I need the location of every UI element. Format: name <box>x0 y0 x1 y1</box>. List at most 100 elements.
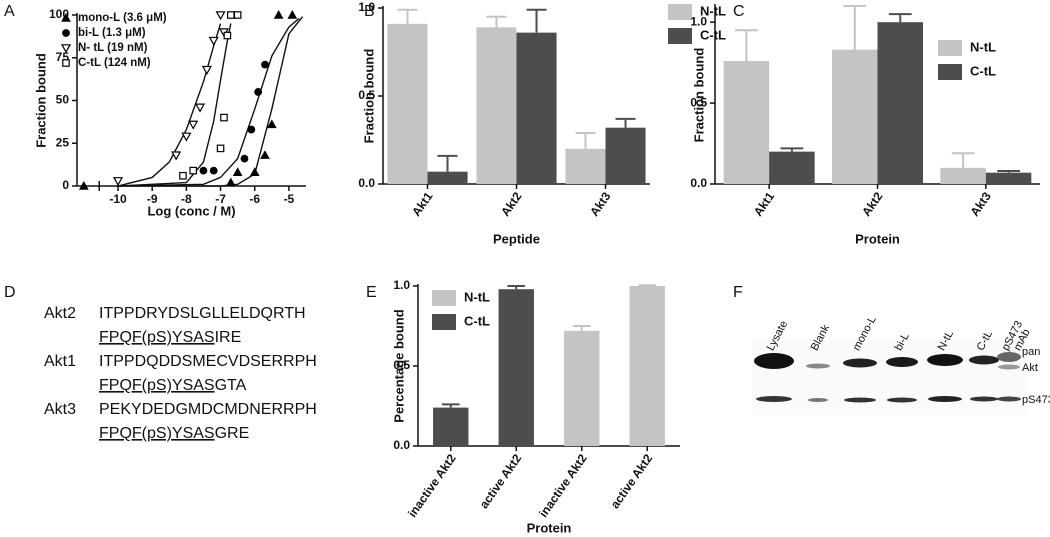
point <box>209 166 218 175</box>
point <box>179 171 187 180</box>
error-bar <box>486 15 507 28</box>
sequence-motif-line: FPQF(pS)YSASIRE <box>99 329 241 346</box>
blot-image <box>752 340 1027 415</box>
point <box>171 151 182 161</box>
x-tick-label: Akt3 <box>587 189 614 219</box>
bar <box>427 171 468 184</box>
point <box>188 120 199 130</box>
x-tick-label: -7 <box>215 192 226 206</box>
y-tick-label: 0.5 <box>393 358 410 372</box>
point <box>266 119 277 129</box>
x-tick-label: active Akt2 <box>608 451 656 511</box>
point <box>215 11 226 21</box>
point <box>112 177 124 187</box>
point <box>247 125 256 134</box>
sequence-motif-line: FPQF(pS)YSASGRE <box>99 425 249 442</box>
fit-curve <box>117 23 232 187</box>
point <box>195 103 206 113</box>
x-axis-label: Protein <box>527 520 572 535</box>
x-tick-label: inactive Akt2 <box>405 451 459 520</box>
row-label: pS473 <box>1022 394 1050 406</box>
point <box>261 60 269 69</box>
panel-letter: B <box>364 3 375 20</box>
legend-label: mono-L (3.6 μM) <box>78 12 167 24</box>
legend-label: C-tL <box>464 313 490 328</box>
x-axis-label: Protein <box>855 231 900 246</box>
legend-label: C-tL <box>700 27 726 42</box>
point <box>220 113 228 122</box>
x-tick-label: -8 <box>181 192 192 206</box>
panel-letter: F <box>733 284 743 301</box>
error-bar <box>441 403 460 408</box>
sequence-name: Akt3 <box>44 401 76 418</box>
x-tick-label: -10 <box>109 192 127 206</box>
point <box>254 88 263 96</box>
legend-label: bi-L (1.3 μM) <box>78 27 146 39</box>
x-axis-label: Peptide <box>493 231 540 246</box>
error-bar <box>437 154 458 172</box>
x-tick-label: Akt2 <box>498 189 525 219</box>
error-bar <box>575 131 596 149</box>
legend-swatch <box>432 290 456 306</box>
error-bar <box>397 8 418 24</box>
motif: FPQF(pS)YSAS <box>99 329 215 346</box>
x-tick-label: -9 <box>147 192 158 206</box>
error-bar <box>997 170 1020 173</box>
x-tick-label: inactive Akt2 <box>536 451 590 520</box>
x-tick-label: -6 <box>249 192 260 206</box>
tail: GTA <box>215 377 247 394</box>
x-tick-label: active Akt2 <box>477 451 525 511</box>
error-bar <box>572 325 591 331</box>
point <box>273 9 284 19</box>
sequence-line: PEKYDEDGMDCMDNERRPH <box>99 401 317 418</box>
motif: FPQF(pS)YSAS <box>99 425 215 442</box>
sequence-line: ITPPDRYDSLGLLELDQRTH <box>99 305 306 322</box>
point <box>199 166 208 175</box>
sequence-line: ITPPDQDDSMECVDSERRPH <box>99 353 317 370</box>
point <box>189 166 198 175</box>
bar <box>940 167 986 184</box>
legend-swatch <box>938 40 962 56</box>
bar <box>476 27 517 184</box>
point <box>223 31 232 40</box>
bar <box>985 172 1032 184</box>
bar <box>769 151 815 184</box>
y-tick-label: 25 <box>56 135 70 149</box>
tail: GRE <box>215 425 250 442</box>
bar <box>605 127 646 184</box>
y-axis-label: Percentage bound <box>391 309 406 422</box>
legend-label: N-tL <box>700 3 726 18</box>
legend-swatch <box>668 28 692 44</box>
bar <box>832 49 878 184</box>
y-axis-label: Fraction bound <box>691 48 706 143</box>
bar <box>629 286 665 446</box>
y-axis-label: Fraction bound <box>33 53 48 148</box>
error-bar <box>843 5 867 50</box>
legend-marker <box>61 12 71 22</box>
point <box>227 11 235 19</box>
bar <box>516 32 557 184</box>
point <box>181 132 192 142</box>
sequence-name: Akt1 <box>44 353 76 370</box>
legend-marker <box>62 59 70 67</box>
fit-curve <box>118 17 300 187</box>
y-tick-label: 0.5 <box>690 95 707 109</box>
panel-letter: C <box>733 3 745 20</box>
legend-swatch <box>938 64 962 80</box>
legend-marker <box>60 44 72 54</box>
error-bar <box>888 13 912 23</box>
motif: FPQF(pS)YSAS <box>99 377 215 394</box>
panel-letter: D <box>4 284 16 301</box>
x-tick-label: Akt1 <box>751 189 778 219</box>
error-bar <box>951 152 975 168</box>
point <box>232 167 243 177</box>
error-bar <box>507 285 526 290</box>
bar <box>564 330 600 446</box>
y-tick-label: 0.0 <box>358 176 375 190</box>
y-tick-label: 0 <box>62 178 69 192</box>
point <box>249 167 260 177</box>
bar <box>498 289 534 446</box>
y-tick-label: 1.0 <box>358 0 375 14</box>
bar <box>387 23 428 185</box>
